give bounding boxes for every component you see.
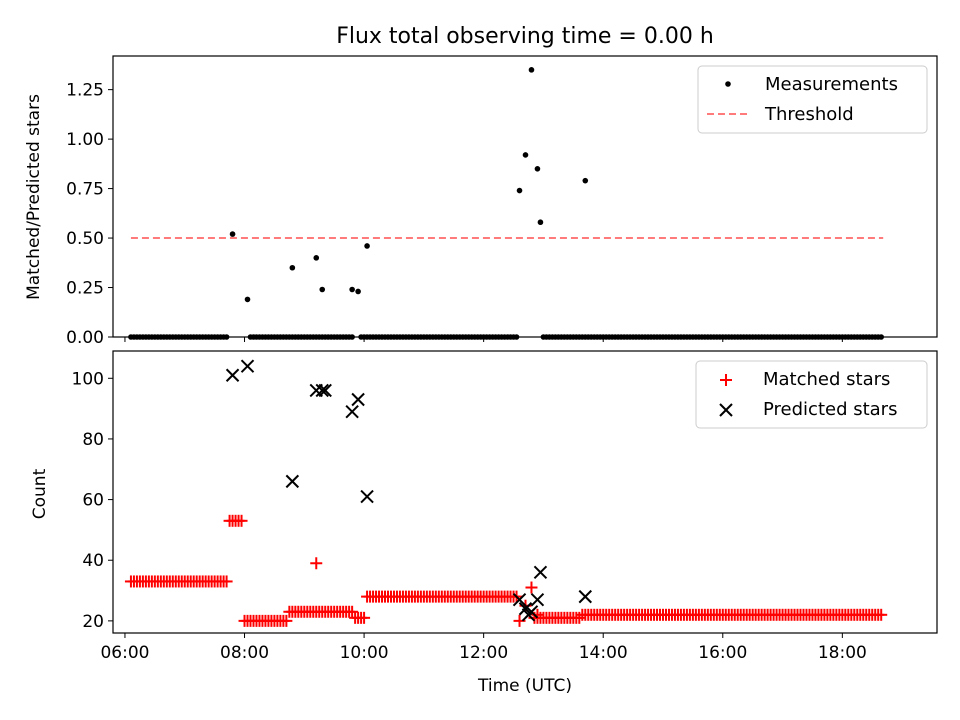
matched-star-point (310, 557, 323, 570)
measurement-point (582, 177, 589, 184)
legend-label-measurements: Measurements (765, 74, 898, 95)
predicted-star-point (360, 489, 374, 504)
measurement-point (522, 152, 529, 158)
legend-marker-matched (720, 374, 732, 386)
matched-star-point (346, 605, 359, 618)
predicted-star-point (240, 359, 255, 373)
legend: Measurements Threshold (697, 65, 928, 134)
matched-star-point (235, 514, 248, 527)
legend-box (695, 360, 928, 429)
measurement-point (534, 165, 541, 172)
matched-star-point (280, 614, 293, 627)
measurement-point (537, 219, 544, 226)
predicted-star-point (285, 474, 300, 489)
plot-frame (112, 350, 938, 634)
y-tick-label: 0.50 (66, 229, 104, 249)
star-count-panel: Count Time (UTC) 20 40 60 80 100 06:00 08:00 1… (30, 350, 938, 696)
measurement-point (528, 67, 535, 73)
y-axis-ticks: 20 40 60 80 100 (72, 369, 113, 632)
predicted-star-point (315, 383, 329, 398)
y-tick-label: 100 (72, 369, 104, 389)
x-tick-label: 18:00 (818, 643, 867, 663)
legend-marker-predicted (719, 403, 733, 417)
measurement-point (364, 243, 370, 249)
measurement-point (289, 264, 296, 271)
plot-area (124, 359, 888, 627)
legend-label-threshold: Threshold (764, 104, 854, 125)
x-tick-label: 14:00 (579, 643, 628, 663)
predicted-star-point (345, 404, 359, 419)
measurement-point (319, 286, 326, 293)
chart-title: Flux total observing time = 0.00 h (336, 24, 714, 49)
predicted-star-point (533, 565, 548, 580)
x-tick-label: 12:00 (459, 643, 508, 663)
y-tick-label: 80 (82, 430, 104, 450)
predicted-star-point (225, 368, 240, 382)
matched-star-point (875, 608, 888, 621)
x-tick-label: 06:00 (100, 643, 149, 663)
legend-label-matched: Matched stars (763, 369, 890, 390)
x-tick-label: 08:00 (220, 643, 269, 663)
measurement-point (516, 187, 523, 194)
legend-marker-measurements (725, 81, 731, 87)
y-tick-label: 1.00 (66, 130, 104, 150)
matched-star-point (220, 575, 233, 588)
y-axis-ticks: 0.00 0.25 0.50 0.75 1.00 1.25 (66, 81, 113, 348)
y-tick-label: 0.75 (66, 180, 104, 200)
legend-label-predicted: Predicted stars (763, 399, 897, 420)
matched-star-point (525, 581, 538, 594)
flux-ratio-panel: Flux total observing time = 0.00 h Match… (24, 24, 938, 348)
x-tick-label: 10:00 (340, 643, 389, 663)
predicted-star-point (524, 605, 539, 619)
measurement-point (244, 296, 251, 303)
y-tick-label: 40 (82, 551, 104, 571)
y-tick-label: 0.00 (66, 328, 104, 348)
y-axis-label: Matched/Predicted stars (24, 94, 44, 300)
measurement-point (229, 231, 236, 237)
predicted-star-point (351, 392, 365, 407)
measurement-point (349, 286, 355, 293)
measurement-point (355, 288, 361, 295)
y-tick-label: 1.25 (66, 81, 104, 101)
y-axis-label: Count (30, 468, 50, 519)
predicted-star-point (512, 592, 527, 607)
legend-box (697, 65, 928, 134)
predicted-star-point (578, 589, 592, 604)
x-tick-label: 16:00 (698, 643, 747, 663)
predicted-star-point (530, 592, 545, 607)
y-tick-label: 20 (82, 612, 104, 632)
legend: Matched stars Predicted stars (695, 360, 928, 429)
plot-frame (112, 55, 938, 338)
matched-star-point (358, 611, 371, 624)
y-tick-label: 60 (82, 491, 104, 511)
predicted-star-point (318, 383, 332, 398)
measurement-point (313, 255, 320, 261)
y-tick-label: 0.25 (66, 279, 104, 299)
x-axis-label: Time (UTC) (477, 676, 572, 696)
x-axis-ticks: 06:00 08:00 10:00 12:00 14:00 16:00 18:00 (100, 633, 867, 663)
